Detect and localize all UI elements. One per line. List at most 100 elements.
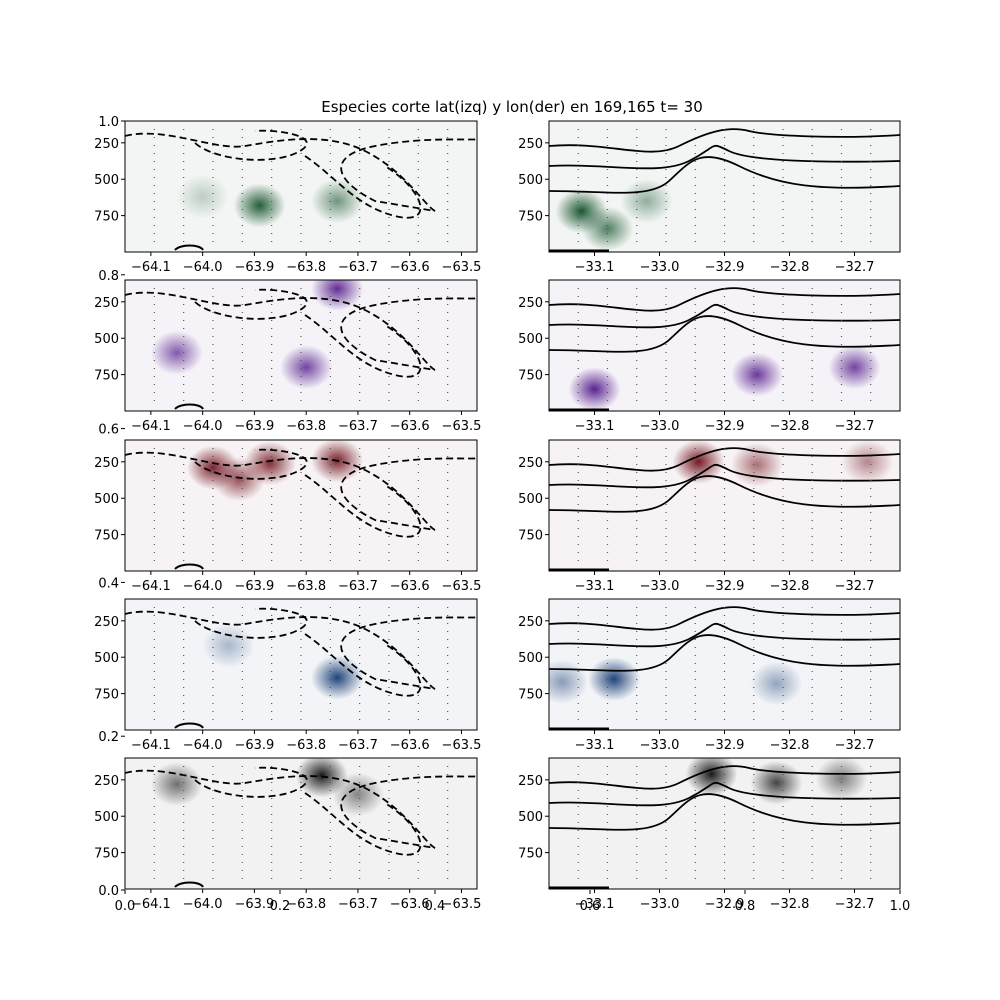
panel-left-row-2: −64.1 −64.0 −63.9 −63.8 −63.7 −63.6 −63.5 250 50… [94, 267, 481, 434]
panel-left-row-1: −64.1 −64.0 −63.9 −63.8 −63.7 −63.6 −63.525050… [94, 121, 481, 275]
x-tick-label: −64.1 [131, 897, 171, 912]
panel-right-row-2: −33.1 −33.0 −32.9 −32.8 −32.7 250 500 750 [518, 280, 900, 434]
heatmap-cell [536, 660, 588, 704]
heatmap-cell [751, 661, 803, 705]
y-tick-label: 750 [94, 688, 119, 703]
heatmap-cell [213, 457, 265, 501]
x-tick-label: −63.5 [442, 419, 482, 434]
x-tick-label: −32.9 [705, 738, 745, 753]
x-tick-label: −32.9 [705, 419, 745, 434]
heatmap-cell [569, 367, 621, 411]
y-tick-label: 750 [518, 369, 543, 384]
x-tick-label: −64.1 [131, 738, 171, 753]
x-tick-label: −63.5 [442, 738, 482, 753]
y-tick-label: 250 [518, 615, 543, 630]
bg-y-tick-label: 0.6 [98, 423, 119, 438]
x-tick-label: −63.9 [234, 419, 274, 434]
x-tick-label: −64.0 [183, 419, 223, 434]
y-tick-label: 250 [94, 296, 119, 311]
x-tick-label: −63.5 [442, 579, 482, 594]
x-tick-label: −63.6 [390, 897, 430, 912]
x-tick-label: −63.6 [390, 579, 430, 594]
panel-right-row-3: −33.1 −33.0 −32.9 −32.8 −32.7 250 500 750 [518, 440, 900, 594]
x-tick-label: −32.8 [770, 897, 810, 912]
x-tick-label: −32.8 [770, 738, 810, 753]
y-tick-label: 500 [518, 651, 543, 666]
x-tick-label: −64.0 [183, 260, 223, 275]
x-tick-label: −63.9 [234, 897, 274, 912]
x-tick-label: −32.9 [705, 897, 745, 912]
heatmap-cell [621, 179, 673, 223]
x-tick-label: −32.9 [705, 579, 745, 594]
heatmap-cell [177, 175, 229, 219]
x-tick-label: −63.7 [338, 897, 378, 912]
x-tick-label: −64.0 [183, 738, 223, 753]
panel-right-row-4: −33.1 −33.0 −32.9 −32.8 −32.7 250 500 750 [518, 599, 900, 753]
x-tick-label: −33.1 [575, 579, 615, 594]
x-tick-label: −63.9 [234, 738, 274, 753]
x-tick-label: −33.1 [575, 897, 615, 912]
bg-y-tick-label: 0.2 [98, 730, 119, 745]
y-tick-label: 750 [518, 847, 543, 862]
x-tick-label: −33.0 [640, 579, 680, 594]
x-tick-label: −32.7 [835, 260, 875, 275]
panel-right-row-5: −33.1 −33.0 −32.9 −32.8 −32.7 250 500 750 [518, 752, 900, 912]
x-tick-label: −32.8 [770, 419, 810, 434]
x-tick-label: −33.1 [575, 738, 615, 753]
bg-y-tick-label: 1.0 [98, 115, 119, 130]
x-tick-label: −32.7 [835, 738, 875, 753]
heatmap-cell [280, 345, 332, 389]
x-tick-label: −63.8 [286, 897, 326, 912]
y-tick-label: 500 [518, 173, 543, 188]
y-tick-label: 250 [518, 456, 543, 471]
y-tick-label: 250 [518, 296, 543, 311]
x-tick-label: −63.8 [286, 419, 326, 434]
y-tick-label: 250 [94, 615, 119, 630]
panel-left-row-4: −64.1 −64.0 −63.9 −63.8 −63.7 −63.6 −63.525050… [94, 599, 481, 753]
x-tick-label: −63.6 [390, 738, 430, 753]
bg-y-tick-label: 0.4 [98, 576, 119, 591]
panel-left-row-5: −64.1 −64.0 −63.9 −63.8 −63.7 −63.6 −63.5 250 50… [94, 753, 481, 912]
heatmap-cell [588, 657, 640, 701]
heatmap-cell [234, 183, 286, 227]
x-tick-label: −33.0 [640, 738, 680, 753]
heatmap-cell [686, 752, 738, 796]
x-tick-label: −32.9 [705, 260, 745, 275]
x-tick-label: −63.7 [338, 260, 378, 275]
chart-title: Especies corte lat(izq) y lon(der) en 16… [321, 98, 703, 116]
x-tick-label: −63.6 [390, 260, 430, 275]
y-tick-label: 500 [518, 332, 543, 347]
heatmap-cell [842, 440, 894, 484]
y-tick-label: 750 [518, 529, 543, 544]
bg-x-tick-label: 1.0 [890, 899, 911, 914]
x-tick-label: −63.9 [234, 260, 274, 275]
x-tick-label: −33.1 [575, 260, 615, 275]
heatmap-cell [829, 345, 881, 389]
x-tick-label: −63.7 [338, 738, 378, 753]
y-tick-label: 250 [94, 774, 119, 789]
heatmap-cell [731, 353, 783, 397]
bg-y-tick-label: 0.8 [98, 269, 119, 284]
y-tick-label: 750 [94, 210, 119, 225]
x-tick-label: −32.7 [835, 579, 875, 594]
heatmap-cell [311, 656, 363, 700]
panel-background [125, 440, 477, 571]
x-tick-label: −63.9 [234, 579, 274, 594]
y-tick-label: 500 [94, 810, 119, 825]
y-tick-label: 500 [518, 492, 543, 507]
x-tick-label: −64.0 [183, 579, 223, 594]
x-tick-label: −32.8 [770, 260, 810, 275]
x-tick-label: −63.8 [286, 579, 326, 594]
heatmap-cell [731, 443, 783, 487]
panel-right-row-1: −33.1 −33.0 −32.9 −32.8 −32.7250500750 [518, 121, 900, 275]
y-tick-label: 500 [94, 651, 119, 666]
y-tick-label: 500 [94, 173, 119, 188]
x-tick-label: −63.5 [442, 897, 482, 912]
heatmap-cell [311, 179, 363, 223]
x-tick-label: −63.7 [338, 579, 378, 594]
x-tick-label: −32.8 [770, 579, 810, 594]
panel-background [125, 599, 477, 730]
x-tick-label: −63.5 [442, 260, 482, 275]
x-tick-label: −64.1 [131, 579, 171, 594]
